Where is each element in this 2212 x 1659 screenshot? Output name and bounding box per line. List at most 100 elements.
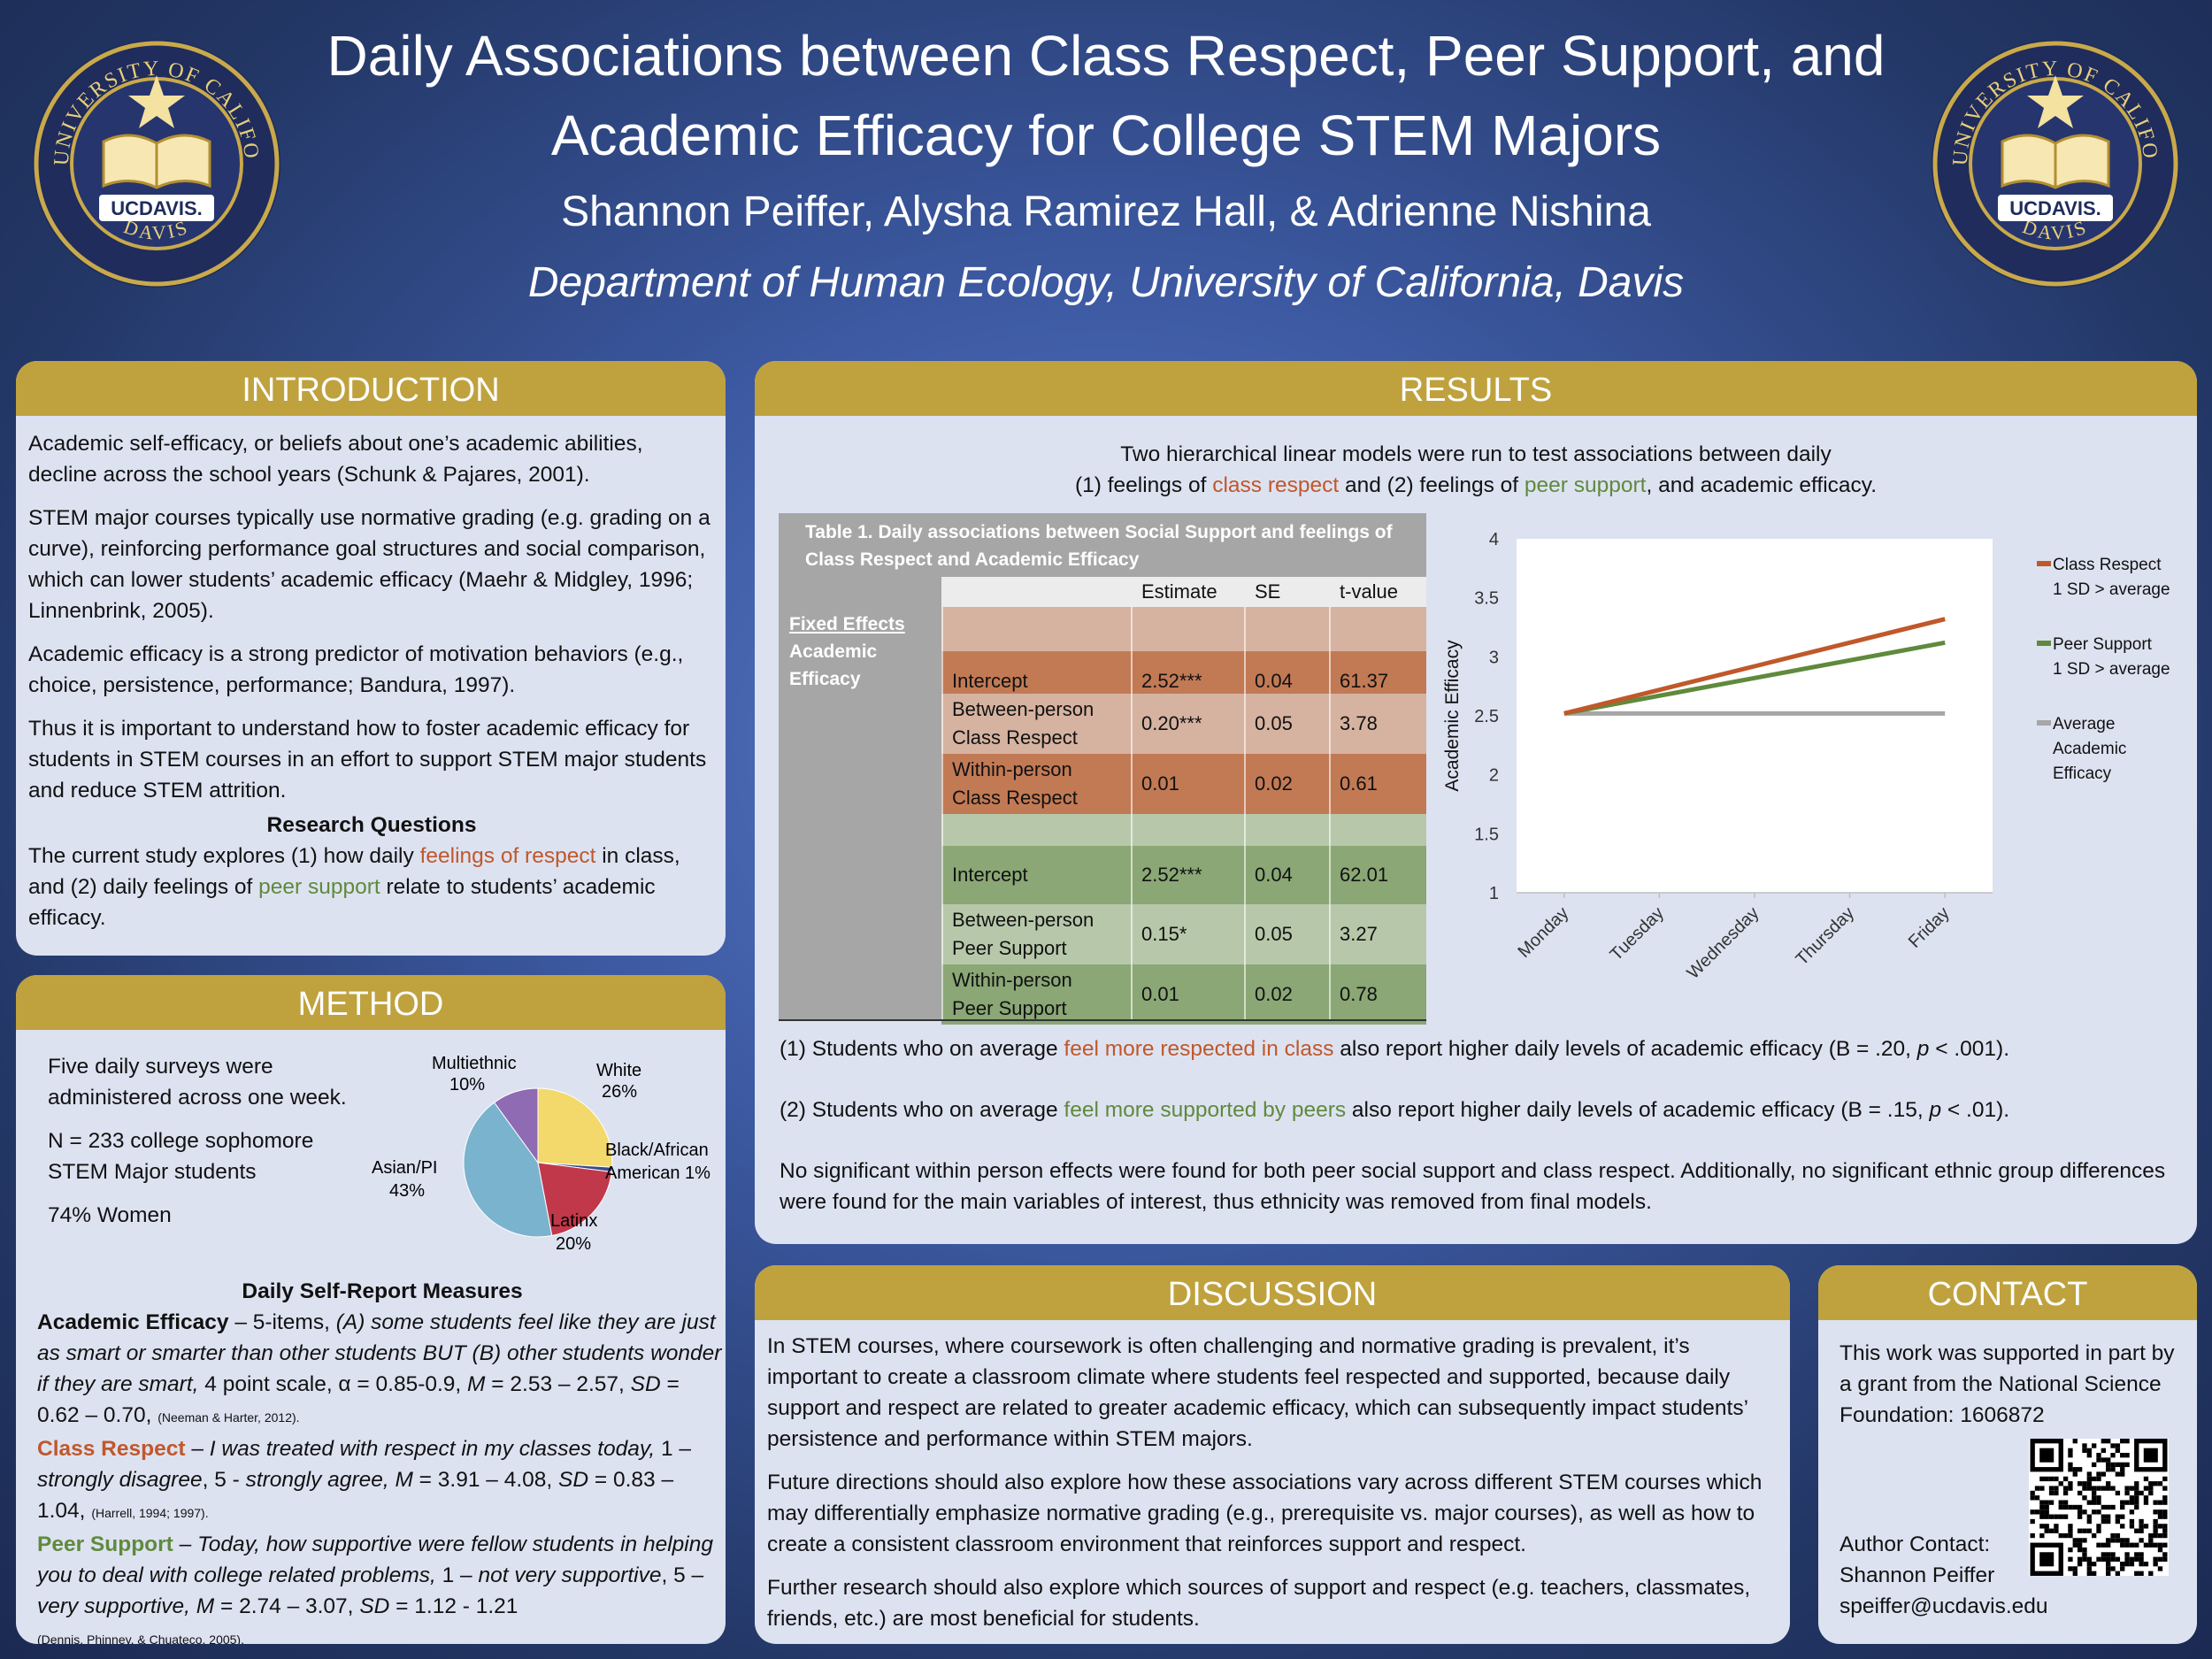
legend-label: Academic: [2053, 740, 2126, 758]
chart-series-class-respect: [1563, 617, 1946, 716]
discussion-paragraph-1: In STEM courses, where coursework is oft…: [767, 1334, 1748, 1451]
table-row-label: Intercept: [952, 864, 1028, 886]
results-heading: RESULTS: [755, 361, 2197, 416]
table-row-label: Within-person Peer Support: [952, 969, 1072, 1019]
table-row-label: Intercept: [952, 670, 1028, 692]
intro-paragraph-2: STEM major courses typically use normati…: [28, 506, 710, 623]
table-cell-se: 0.05: [1255, 923, 1293, 945]
table-cell-t: 0.61: [1340, 772, 1378, 795]
table-cell-se: 0.05: [1255, 712, 1293, 734]
table-cell-est: 0.15*: [1141, 923, 1187, 945]
contact-funding: This work was supported in part by a gra…: [1839, 1341, 2175, 1427]
finding-3: No significant within person effects wer…: [780, 1159, 2166, 1214]
pie-slice-asian-pi: [463, 1102, 553, 1238]
chart-y-tick: 1: [1489, 884, 1499, 903]
intro-paragraph-4: Thus it is important to understand how t…: [28, 717, 707, 803]
table-cell-t: 0.78: [1340, 983, 1378, 1005]
table-spacer-respect: [941, 607, 1426, 651]
uc-davis-seal-right: THE UNIVERSITY OF CALIFORNIA DAVIS UCDAV…: [1927, 35, 2179, 288]
table-col-se: SE: [1255, 580, 1281, 603]
table-row: [941, 964, 1426, 1025]
table-title: Table 1. Daily associations between Soci…: [779, 513, 1426, 577]
uc-davis-seal-left: THE UNIVERSITY OF CALIFORNIA DAVIS UCDAV…: [28, 35, 280, 288]
legend-label: Average: [2053, 715, 2115, 733]
method-paragraph-2: N = 233 college sophomore STEM Major stu…: [48, 1129, 314, 1184]
method-paragraph-1: Five daily surveys were administered acr…: [48, 1055, 347, 1110]
table-cell-est: 0.01: [1141, 772, 1179, 795]
table-bottom-rule: [779, 1019, 1426, 1021]
pie-pct-white: 26%: [602, 1082, 637, 1102]
legend-label: 1 SD > average: [2053, 580, 2170, 599]
intro-paragraph-1: Academic self-efficacy, or beliefs about…: [28, 432, 643, 487]
intro-paragraph-3: Academic efficacy is a strong predictor …: [28, 642, 684, 697]
table-cell-est: 2.52***: [1141, 864, 1202, 886]
chart-y-tick: 3.5: [1474, 589, 1499, 609]
table-cell-t: 62.01: [1340, 864, 1389, 886]
qr-code-icon[interactable]: [2029, 1439, 2169, 1576]
chart-x-tick: Friday: [1905, 903, 1954, 952]
table-cell-t: 61.37: [1340, 670, 1389, 692]
pie-slice-white: [537, 1087, 613, 1168]
introduction-panel: INTRODUCTION Academic self-efficacy, or …: [16, 361, 726, 956]
table-column-divider: [1244, 607, 1246, 1019]
table-header-row: [941, 577, 1426, 607]
legend-label: Peer Support: [2053, 635, 2153, 654]
contact-email[interactable]: speiffer@ucdavis.edu: [1839, 1594, 2048, 1618]
table-row: [941, 694, 1426, 754]
ethnicity-pie-chart: Multiethnic 10% White 26% Black/African …: [372, 1054, 710, 1254]
table-side-efficacy: Efficacy: [789, 669, 861, 689]
table-cell-se: 0.04: [1255, 670, 1293, 692]
finding-1: (1) Students who on average feel more re…: [780, 1037, 2010, 1061]
measures-heading: Daily Self-Report Measures: [242, 1279, 523, 1303]
seal-wordmark: UCDAVIS.: [111, 197, 203, 219]
pie-slice-latinx: [537, 1162, 612, 1237]
discussion-heading: DISCUSSION: [755, 1265, 1790, 1320]
pie-pct-asian: 43%: [389, 1181, 425, 1201]
chart-x-tick: Wednesday: [1684, 903, 1763, 983]
pie-label-white: White: [596, 1061, 641, 1080]
table-cell-t: 3.78: [1340, 712, 1378, 734]
research-questions-heading: Research Questions: [266, 813, 477, 837]
legend-label: Class Respect: [2053, 556, 2162, 574]
table-column-divider: [1131, 607, 1133, 1019]
contact-heading: CONTACT: [1818, 1265, 2197, 1320]
table-cell-se: 0.02: [1255, 983, 1293, 1005]
table-row: [941, 754, 1426, 814]
poster-title: Daily Associations between Class Respect…: [326, 24, 1886, 167]
chart-x-tick: Thursday: [1793, 903, 1859, 970]
chart-y-tick: 2: [1489, 766, 1499, 786]
pie-label-latinx: Latinx: [550, 1211, 597, 1231]
table-column-divider: [941, 607, 943, 1019]
measure-class-respect: Class Respect – I was treated with respe…: [37, 1437, 692, 1523]
discussion-paragraph-2: Future directions should also explore ho…: [767, 1471, 1763, 1556]
results-intro-line-1: Two hierarchical linear models were run …: [1120, 442, 1832, 466]
rq-respect-highlight: feelings of respect: [419, 844, 596, 868]
table-cell-est: 2.52***: [1141, 670, 1202, 692]
table-row: [941, 846, 1426, 904]
department: Department of Human Ecology, University …: [527, 259, 1685, 306]
pie-slice-multiethnic: [493, 1087, 539, 1164]
legend-label: 1 SD > average: [2053, 660, 2170, 679]
chart-series-peer-support: [1563, 640, 1946, 716]
chart-y-tick: 2.5: [1474, 707, 1499, 726]
chart-y-tick: 1.5: [1474, 825, 1499, 844]
efficacy-line-chart: 1 1.5 2 2.5 3 3.5 4 Monday Tuesday Wednesday Thurs…: [1442, 530, 2170, 983]
chart-y-axis-label: Academic Efficacy: [1442, 640, 1463, 792]
pie-label-multiethnic: Multiethnic: [432, 1054, 517, 1073]
table-fixed-effects: Fixed Effects: [789, 614, 905, 634]
table-cell-se: 0.04: [1255, 864, 1293, 886]
table-cell-t: 3.27: [1340, 923, 1378, 945]
pie-label-black: Black/African: [605, 1141, 709, 1160]
discussion-panel: DISCUSSION In STEM courses, where course…: [755, 1265, 1790, 1644]
chart-y-tick: 4: [1489, 530, 1499, 549]
method-heading: METHOD: [16, 975, 726, 1030]
table-row-label: Between-person Class Respect: [952, 698, 1094, 749]
measure-peer-support: Peer Support – Today, how supportive wer…: [37, 1532, 713, 1644]
finding-2: (2) Students who on average feel more su…: [780, 1098, 2010, 1122]
results-intro-line-2: (1) feelings of class respect and (2) fe…: [1074, 473, 1878, 497]
chart-x-tick: Monday: [1514, 903, 1572, 962]
chart-x-tick: Tuesday: [1607, 903, 1668, 964]
table-cell-se: 0.02: [1255, 772, 1293, 795]
measure-academic-efficacy: Academic Efficacy – 5-items, (A) some st…: [37, 1310, 722, 1427]
method-panel: METHOD Five daily surveys were administe…: [16, 975, 726, 1644]
